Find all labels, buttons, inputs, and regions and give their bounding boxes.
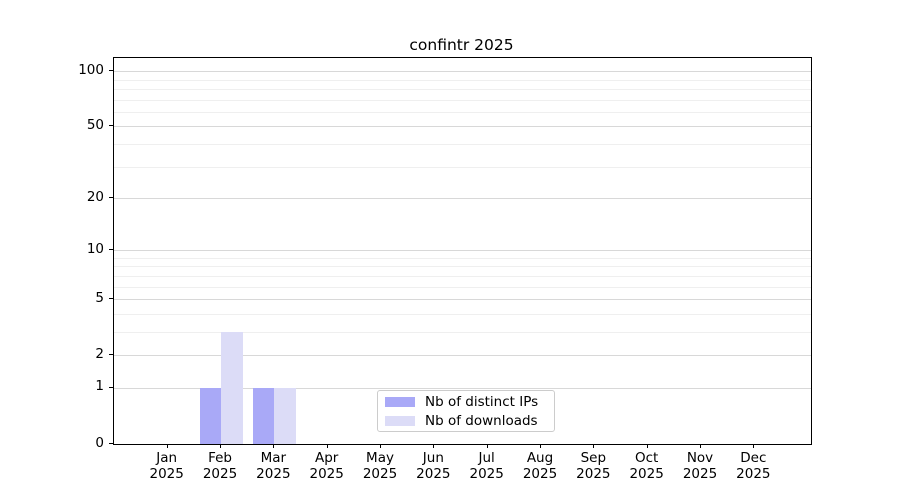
x-tick-label-apr: Apr 2025 — [309, 450, 344, 482]
minor-gridline — [114, 313, 811, 315]
x-tick-mark — [273, 444, 275, 448]
minor-gridline — [114, 143, 811, 145]
y-tick-mark — [109, 125, 113, 127]
minor-gridline — [114, 79, 811, 81]
major-gridline — [114, 299, 811, 301]
y-tick-label: 100 — [78, 61, 104, 78]
major-gridline — [114, 126, 811, 128]
y-tick-label: 50 — [86, 116, 104, 133]
x-tick-label-jun: Jun 2025 — [416, 450, 451, 482]
minor-gridline — [114, 111, 811, 113]
legend-item-downloads: Nb of downloads — [385, 413, 547, 429]
chart-title: confintr 2025 — [409, 36, 514, 54]
plot-area — [113, 57, 812, 445]
y-tick-label: 5 — [95, 289, 104, 306]
x-tick-label-sep: Sep 2025 — [576, 450, 611, 482]
major-gridline — [114, 198, 811, 199]
legend-label-distinct-ips: Nb of distinct IPs — [425, 393, 539, 410]
legend: Nb of distinct IPs Nb of downloads — [377, 390, 555, 432]
x-tick-label-nov: Nov 2025 — [682, 450, 718, 482]
minor-gridline — [114, 99, 811, 101]
x-tick-mark — [220, 444, 222, 448]
legend-item-distinct-ips: Nb of distinct IPs — [385, 394, 547, 410]
legend-label-downloads: Nb of downloads — [425, 412, 538, 429]
y-tick-mark — [109, 70, 113, 72]
x-tick-label-oct: Oct 2025 — [629, 450, 664, 482]
y-tick-label: 20 — [86, 188, 104, 205]
bar-nb-of-downloads-mar — [274, 388, 296, 444]
minor-gridline — [114, 286, 811, 288]
x-tick-mark — [166, 444, 168, 448]
x-tick-mark — [433, 444, 435, 448]
legend-swatch-downloads — [385, 415, 415, 426]
y-tick-mark — [109, 354, 113, 356]
x-tick-label-mar: Mar 2025 — [256, 450, 291, 482]
x-tick-label-jul: Jul 2025 — [469, 450, 504, 482]
x-tick-label-aug: Aug 2025 — [522, 450, 558, 482]
x-tick-label-feb: Feb 2025 — [202, 450, 238, 482]
y-tick-mark — [109, 443, 113, 444]
bar-nb-of-downloads-feb — [221, 332, 243, 444]
major-gridline — [114, 355, 811, 357]
minor-gridline — [114, 275, 811, 277]
minor-gridline — [114, 88, 811, 90]
x-tick-mark — [540, 444, 541, 448]
minor-gridline — [114, 257, 811, 259]
major-gridline — [114, 250, 811, 252]
y-tick-mark — [109, 386, 113, 388]
x-tick-mark — [753, 444, 755, 448]
bar-nb-of-distinct-ips-mar — [252, 388, 275, 444]
bar-nb-of-distinct-ips-feb — [199, 388, 222, 444]
y-tick-mark — [109, 249, 113, 251]
y-tick-label: 2 — [95, 345, 104, 362]
y-tick-label: 1 — [95, 378, 104, 395]
x-tick-label-dec: Dec 2025 — [736, 450, 771, 482]
x-tick-mark — [700, 444, 701, 448]
y-tick-label: 10 — [86, 240, 104, 257]
x-tick-mark — [486, 444, 488, 448]
major-gridline — [114, 387, 811, 389]
y-tick-mark — [109, 197, 113, 198]
major-gridline — [114, 71, 811, 73]
y-tick-label: 0 — [95, 434, 104, 451]
x-tick-mark — [593, 444, 595, 448]
minor-gridline — [114, 331, 811, 333]
x-tick-mark — [646, 444, 648, 448]
legend-swatch-distinct-ips — [385, 396, 415, 407]
minor-gridline — [114, 166, 811, 168]
x-tick-label-may: May 2025 — [362, 450, 398, 482]
minor-gridline — [114, 266, 811, 268]
x-tick-label-jan: Jan 2025 — [149, 450, 184, 482]
x-tick-mark — [380, 444, 382, 448]
y-tick-mark — [109, 298, 113, 300]
x-tick-mark — [326, 444, 328, 448]
